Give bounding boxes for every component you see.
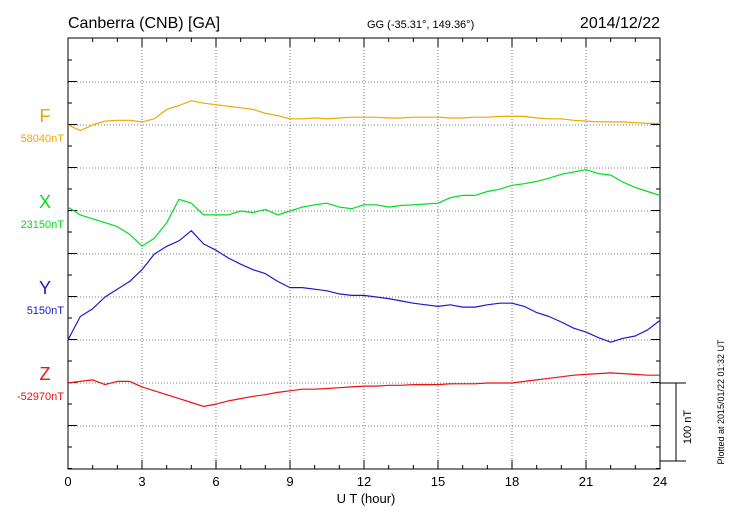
x-tick-label: 15 [431,474,445,489]
series-baseline-f: 58040nT [21,133,65,145]
series-baseline-y: 5150nT [27,305,65,317]
x-tick-label: 0 [64,474,71,489]
station-coordinates: GG (-35.31°, 149.36°) [367,19,474,31]
plot-footer: Plotted at 2015/01/22 01:32 UT [716,339,726,465]
series-name-f: F [40,106,51,126]
plot-frame [67,37,686,470]
series-name-x: X [39,192,51,212]
label-layer: Canberra (CNB) [GA] GG (-35.31°, 149.36°… [17,15,726,506]
x-tick-label: 24 [653,474,667,489]
x-tick-label: 18 [505,474,519,489]
x-tick-label: 12 [357,474,371,489]
x-axis-label: U T (hour) [337,491,396,506]
series-line-y [67,230,661,343]
chart-title: Canberra (CNB) [GA] [68,15,220,32]
series-name-y: Y [39,278,51,298]
x-tick-label: 9 [286,474,293,489]
scale-bar-label: 100 nT [682,410,694,445]
x-tick-label: 21 [579,474,593,489]
series-line-f [67,100,660,132]
series-name-z: Z [40,364,51,384]
series-baseline-z: -52970nT [17,391,64,403]
series-line-z [67,372,660,407]
chart-date: 2014/12/22 [580,15,660,32]
x-tick-label: 6 [212,474,219,489]
series-line-x [67,169,661,247]
x-tick-label: 3 [138,474,145,489]
series-layer [67,100,661,407]
series-baseline-x: 23150nT [21,219,65,231]
